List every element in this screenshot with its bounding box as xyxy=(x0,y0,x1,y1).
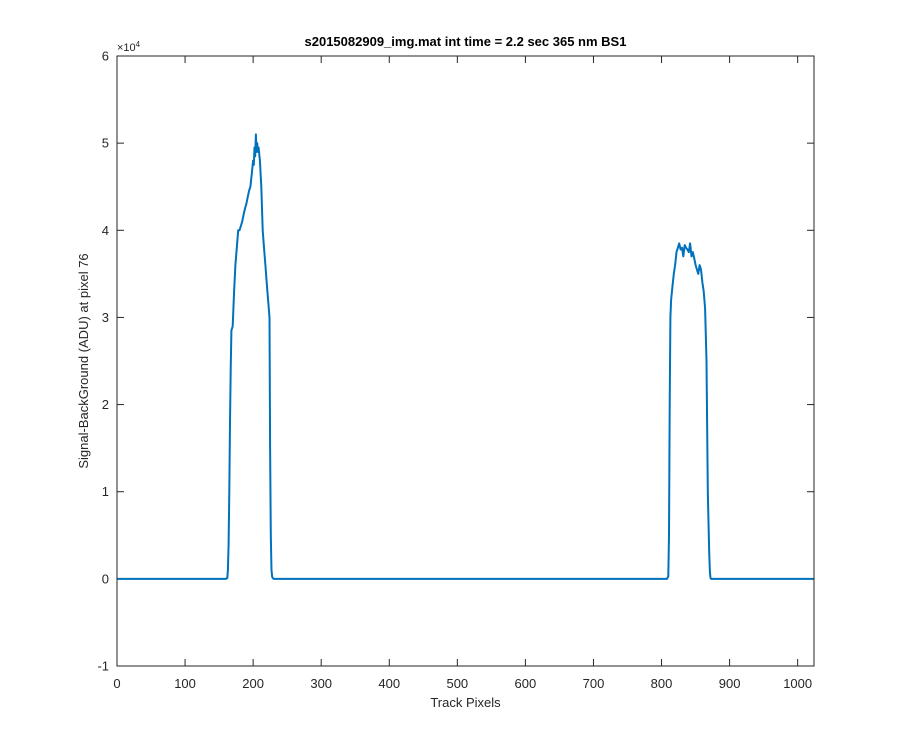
plot-area xyxy=(117,56,814,666)
y-tick-label: 5 xyxy=(102,136,109,151)
y-axis-label: Signal-BackGround (ADU) at pixel 76 xyxy=(76,253,91,468)
x-tick-label: 600 xyxy=(515,676,537,691)
y-tick-label: 3 xyxy=(102,310,109,325)
x-tick-label: 500 xyxy=(446,676,468,691)
y-tick-label: 4 xyxy=(102,223,109,238)
x-tick-label: 900 xyxy=(719,676,741,691)
x-tick-label: 400 xyxy=(378,676,400,691)
y-exponent-multiplier: ×104 xyxy=(117,40,141,54)
series-line-0 xyxy=(117,133,814,580)
x-axis-label: Track Pixels xyxy=(430,695,501,710)
chart-title: s2015082909_img.mat int time = 2.2 sec 3… xyxy=(305,34,627,49)
y-tick-label: 1 xyxy=(102,484,109,499)
x-tick-label: 700 xyxy=(583,676,605,691)
tick-labels: 0 100 200 300 400 500 600 700 800 900 1000 -1 0 1 2 3 4 5… xyxy=(97,49,812,692)
x-tick-label: 1000 xyxy=(783,676,812,691)
y-tick-label: 2 xyxy=(102,397,109,412)
x-tick-label: 800 xyxy=(651,676,673,691)
data-layer xyxy=(117,133,814,580)
axes-box xyxy=(116,55,815,667)
y-tick-label: 6 xyxy=(102,49,109,64)
y-tick-label: 0 xyxy=(102,571,109,586)
x-tick-label: 100 xyxy=(174,676,196,691)
tick-marks xyxy=(116,55,814,667)
x-tick-label: 200 xyxy=(242,676,264,691)
y-tick-label: -1 xyxy=(97,659,109,674)
x-tick-label: 300 xyxy=(310,676,332,691)
x-tick-label: 0 xyxy=(113,676,120,691)
